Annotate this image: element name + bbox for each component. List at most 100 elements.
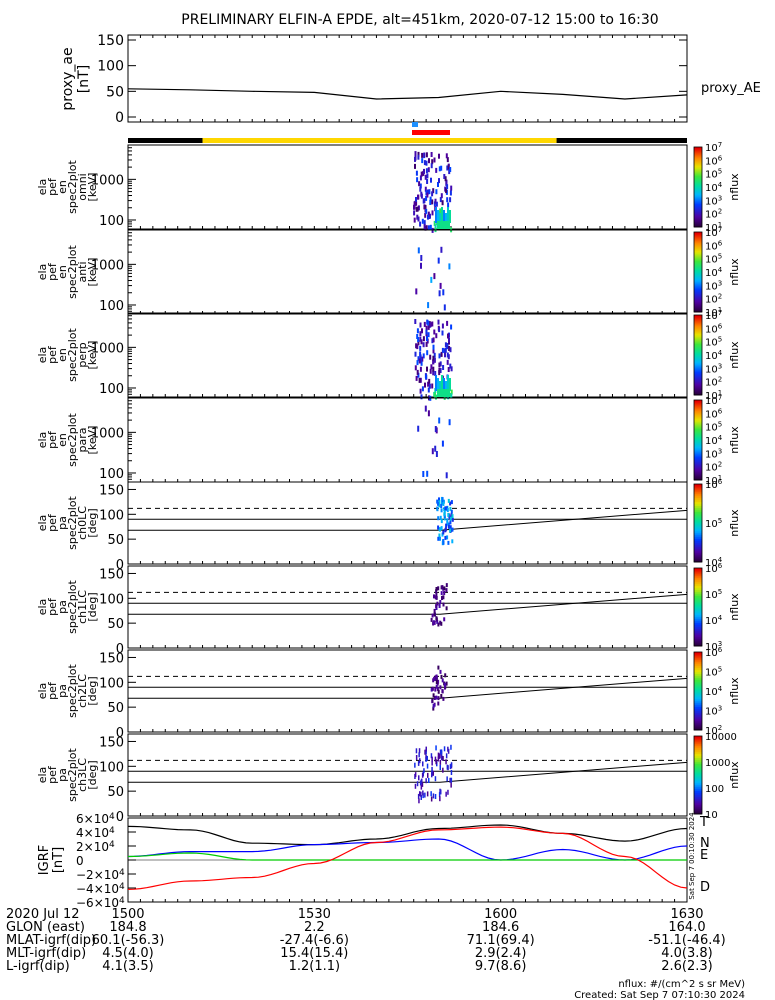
- colorbar-frame: [693, 399, 703, 481]
- colorbar-swatch: [694, 153, 702, 156]
- spec2-pixel: [425, 341, 428, 347]
- spec0-pixel: [446, 197, 449, 203]
- spec0-ylabel-line: [keV]: [86, 173, 99, 202]
- x-row-label: 2020 Jul 12: [6, 907, 80, 922]
- pa0-pixel: [447, 524, 450, 529]
- igrf-ytick-label: 2×104: [76, 840, 115, 854]
- spec3-pixel: [434, 445, 437, 452]
- x-tick-value: 4.0(3.8): [661, 946, 713, 961]
- spec1-pixel: [430, 276, 433, 283]
- pa1-pixel: [436, 619, 439, 624]
- colorbar-label-pa3: nflux: [728, 761, 741, 789]
- colorbar-swatch: [694, 798, 702, 801]
- colorbar-tick-label-spec1: 104: [705, 266, 723, 279]
- pa3-frame: [127, 733, 688, 817]
- pa0-pixel: [437, 516, 440, 521]
- spec2-pixel: [448, 346, 451, 351]
- colorbar-swatch: [694, 242, 702, 245]
- colorbar-swatch: [694, 720, 702, 723]
- colorbar-tick-label-spec2: 106: [705, 322, 723, 335]
- colorbar-swatch: [694, 468, 702, 471]
- colorbar-tick-label-spec3: 107: [705, 394, 722, 407]
- pa1-pixel: [440, 621, 443, 626]
- spec2-pixel: [447, 333, 449, 339]
- spec0-pixel: [416, 177, 419, 183]
- colorbar-swatch: [694, 416, 702, 419]
- colorbar-swatch: [694, 548, 702, 551]
- colorbar-swatch: [694, 581, 702, 585]
- colorbar-tick-label-pa1: 104: [705, 614, 723, 627]
- pa1-pixel: [433, 608, 436, 613]
- colorbar-swatch: [694, 213, 702, 216]
- spec2-pixel: [431, 338, 434, 344]
- pa3-ylabel-line: pef: [46, 765, 59, 784]
- spec2-pixel: [426, 336, 428, 341]
- colorbar-swatch: [694, 782, 702, 786]
- pa3-pixel: [439, 765, 441, 770]
- colorbar-swatch: [694, 691, 702, 694]
- spec2-pixel: [419, 377, 422, 383]
- colorbar-tick-label-spec0: 103: [705, 194, 722, 207]
- colorbar-swatch: [694, 624, 702, 627]
- x-tick-value: 2.6(2.3): [661, 959, 713, 974]
- proxy-ae-ytick-label: 50: [106, 84, 124, 100]
- colorbar-swatch: [694, 579, 702, 583]
- pa0-pixel: [450, 509, 453, 514]
- spec2-ytick-label: 1000: [91, 341, 124, 356]
- pa3-pixel: [434, 756, 437, 762]
- pa3-pixel: [420, 795, 422, 800]
- spec2-pixel: [422, 336, 425, 342]
- spec2-pixel: [429, 322, 432, 328]
- colorbar-swatch: [694, 296, 702, 299]
- pa1-pixel: [431, 613, 434, 618]
- spec0-pixel: [427, 225, 430, 231]
- spec2-pixel: [419, 336, 422, 342]
- pa3-ylabel-line: ela: [36, 767, 49, 784]
- spec1-pixel: [443, 304, 446, 311]
- spec0-pixel: [425, 168, 428, 174]
- colorbar-label-spec1: nflux: [728, 258, 741, 286]
- colorbar-swatch: [694, 607, 702, 610]
- colorbar-swatch: [694, 278, 702, 281]
- pa3-pixel: [447, 748, 450, 754]
- spec3-pixel: [427, 410, 430, 417]
- spec0-pixel: [423, 220, 426, 226]
- spec2-pixel: [446, 359, 449, 365]
- spec0-pixel: [430, 152, 433, 157]
- pa3-pixel: [450, 762, 453, 768]
- pa3-pixel: [426, 791, 429, 797]
- colorbar-swatch: [694, 526, 702, 530]
- pa1-ylabel-line: pa: [56, 600, 69, 614]
- pa2-pixel: [434, 687, 437, 692]
- pa3-pixel: [447, 789, 449, 795]
- pa1-pixel: [443, 617, 446, 622]
- colorbar-swatch: [694, 333, 702, 336]
- spec2-pixel: [448, 337, 450, 343]
- pa0-pixel: [447, 512, 450, 517]
- spec2-ylabel-line: perp: [76, 342, 89, 367]
- pa2-pixel: [433, 676, 436, 681]
- pa3-pixel: [419, 758, 421, 764]
- pa3-pixel: [450, 777, 453, 783]
- spec2-pixel: [420, 360, 423, 366]
- spec0-pixel: [446, 165, 449, 171]
- spec0-pixel: [425, 152, 428, 158]
- pa0-pixel: [446, 535, 449, 540]
- pa3-pixel: [419, 780, 422, 786]
- pa1-pixel: [433, 594, 435, 599]
- colorbar-tick-label-spec0: 101: [705, 221, 722, 234]
- colorbar-swatch: [694, 331, 702, 334]
- pa1-ylabel-line: ela: [36, 599, 49, 616]
- proxy-ae-ytick-label: 100: [97, 59, 124, 75]
- pa3-pixel: [418, 752, 420, 758]
- colorbar-swatch: [694, 694, 702, 698]
- spec1-ylabel-line: ela: [36, 264, 49, 281]
- pa2-pixel: [442, 696, 445, 701]
- pa3-pixel: [430, 796, 433, 802]
- pa1-ytick-label: 0: [116, 642, 124, 657]
- spec2-pixel: [419, 351, 422, 357]
- colorbar-tick-label-spec3: 103: [705, 447, 722, 460]
- pa2-pixel: [437, 679, 440, 684]
- colorbar-swatch: [694, 493, 702, 497]
- pa3-pixel: [439, 749, 442, 755]
